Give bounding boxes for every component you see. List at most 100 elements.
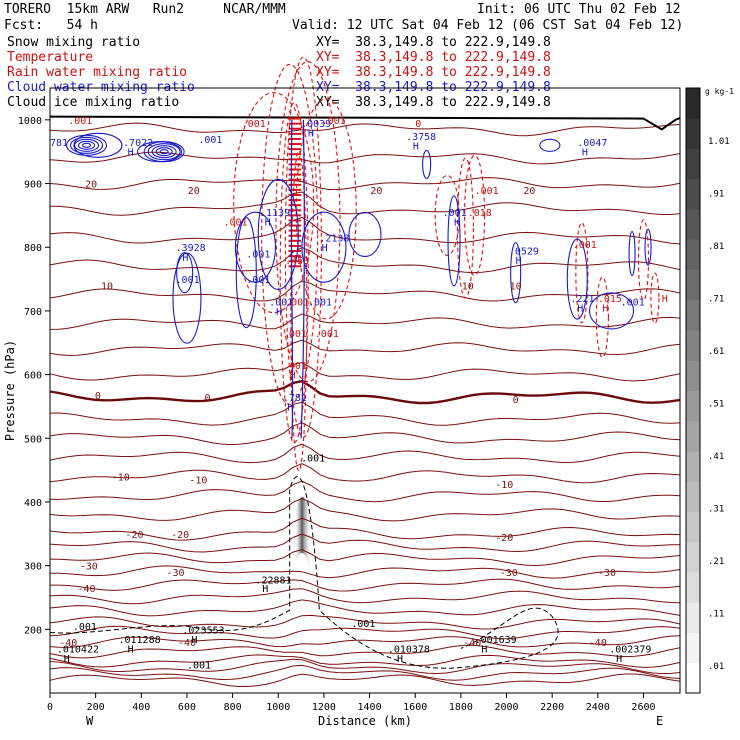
extremum-label: H <box>577 304 583 315</box>
extremum-label: .221 <box>570 294 594 305</box>
plot-frame <box>49 87 681 694</box>
colorbar-tick-label: .91 <box>708 190 724 200</box>
colorbar-tick-label: .51 <box>708 400 724 410</box>
x-tick-label: 1800 <box>449 702 473 713</box>
cloud-water-contour <box>81 142 92 148</box>
colorbar-cell <box>686 360 700 391</box>
y-tick-label: 700 <box>24 307 42 318</box>
isotherm <box>49 122 681 137</box>
extremum-label: H <box>262 584 268 595</box>
y-tick-label: 300 <box>24 562 42 573</box>
extremum-label: .023553 <box>182 625 224 636</box>
cloud-water-contour <box>143 141 185 163</box>
legend-rain-xy: XY= 38.3,149.8 to 222.9,149.8 <box>316 65 551 80</box>
temperature-label: 20 <box>188 186 200 197</box>
temperature-label: -30 <box>598 568 616 579</box>
cloud-water-contour <box>155 147 173 157</box>
east-label: E <box>656 714 663 728</box>
colorbar-tick-label: .31 <box>708 505 724 515</box>
extremum-label: .002379 <box>609 644 651 655</box>
temperature-label: -40 <box>463 638 481 649</box>
model-title: TORERO 15km ARW Run2 NCAR/MMM <box>4 2 286 17</box>
extremum-label: .001 <box>176 275 200 286</box>
temperature-label: -20 <box>125 530 143 541</box>
cloud-water-plume <box>290 119 305 439</box>
colorbar-unit: g kg-1 <box>705 87 734 96</box>
x-axis-label: Distance (km) <box>318 714 412 728</box>
x-tick-label: 1400 <box>358 702 382 713</box>
extremum-label: H <box>276 307 282 318</box>
temperature-label: -30 <box>167 568 185 579</box>
colorbar-tick-label: .61 <box>708 347 724 357</box>
cloud-water-contour <box>73 138 100 152</box>
extremum-label: .015 <box>598 294 622 305</box>
rain-contour <box>650 272 660 324</box>
extremum-label: .3758 <box>406 132 436 143</box>
isotherm <box>49 480 681 503</box>
temperature-label: -40 <box>77 584 95 595</box>
isotherm <box>49 588 681 605</box>
temperature-label: 20 <box>85 180 97 191</box>
extremum-label: .1139 <box>260 208 290 219</box>
extremum-label: .001 <box>73 622 97 633</box>
extremum-label: H <box>290 371 296 382</box>
extremum-label: .001 <box>351 619 375 630</box>
cloud-water-contour <box>257 178 299 291</box>
extremum-label: .018 <box>468 208 492 219</box>
extremum-label: .001 <box>443 208 467 219</box>
colorbar-tick-label: .41 <box>708 452 724 462</box>
extremum-label: H <box>64 654 70 665</box>
isotherm <box>49 644 681 659</box>
isotherm <box>49 658 681 675</box>
colorbar-cell <box>686 541 700 573</box>
isotherm <box>49 599 681 617</box>
temperature-label: -10 <box>112 472 130 483</box>
valid-time: Valid: 12 UTC Sat 04 Feb 12 (06 CST Sat … <box>292 18 684 33</box>
temperature-label: -40 <box>59 638 77 649</box>
x-tick-label: 1600 <box>403 702 427 713</box>
y-tick-label: 400 <box>24 498 42 509</box>
legend-snow-xy: XY= 38.3,149.8 to 222.9,149.8 <box>316 35 551 50</box>
extremum-label: .001 <box>322 116 346 127</box>
extremum-label: .001 <box>246 250 270 261</box>
legend-snow-label: Snow mixing ratio <box>7 35 141 50</box>
colorbar-tick-label: .01 <box>708 662 724 672</box>
legend-temperature-xy: XY= 38.3,149.8 to 222.9,149.8 <box>316 50 551 65</box>
rain-contour <box>575 222 589 324</box>
isotherm <box>49 313 681 330</box>
cloud-water-contour <box>566 238 588 320</box>
temperature-label: -20 <box>171 530 189 541</box>
isotherm <box>49 339 681 356</box>
cloud-water-contour <box>235 217 257 329</box>
rain-contour <box>637 219 650 301</box>
legend-rain-label: Rain water mixing ratio <box>7 65 188 80</box>
cloud-water-contour <box>301 211 347 283</box>
colorbar-cell <box>686 602 700 633</box>
init-time: Init: 06 UTC Thu 02 Feb 12 <box>477 2 681 17</box>
legend-cloudice-xy: XY= 38.3,149.8 to 222.9,149.8 <box>316 95 551 110</box>
x-tick-label: 200 <box>87 702 105 713</box>
extremum-label: .001 <box>68 116 92 127</box>
isotherm <box>50 565 681 579</box>
extremum-label: 0 <box>415 119 421 130</box>
temperature-label: -10 <box>189 476 207 487</box>
extremum-label: .453 <box>285 256 309 267</box>
isotherm <box>49 654 681 668</box>
colorbar-cell <box>686 481 700 512</box>
temperature-label: -20 <box>495 533 513 544</box>
extremum-label: H <box>192 635 198 646</box>
cloud-water-contour <box>69 136 104 154</box>
colorbar-cell <box>686 390 700 422</box>
cloud-water-contour <box>234 211 276 283</box>
colorbar-cell <box>686 209 700 240</box>
extremum-label: .001 <box>246 275 270 286</box>
x-tick-label: 600 <box>178 702 196 713</box>
x-tick-label: 2200 <box>540 702 564 713</box>
extremum-label: H <box>602 304 608 315</box>
y-tick-label: 200 <box>24 625 42 636</box>
colorbar-cell <box>686 511 700 543</box>
forecast-hour: Fcst: 54 h <box>4 18 98 33</box>
cloud-water-contour <box>539 138 561 152</box>
extremum-label: .010378 <box>388 644 430 655</box>
